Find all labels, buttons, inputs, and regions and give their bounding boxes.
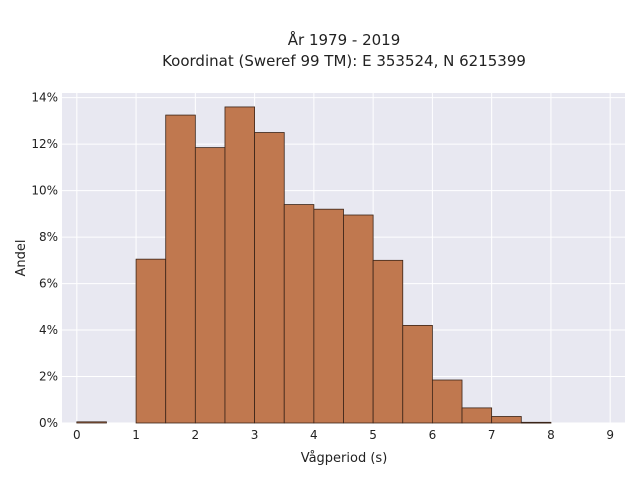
chart-title-line-2: Koordinat (Sweref 99 TM): E 353524, N 62… bbox=[162, 52, 526, 70]
histogram-bar bbox=[520, 421, 552, 424]
y-tick-label: 12% bbox=[31, 137, 58, 151]
x-tick-label: 6 bbox=[429, 428, 437, 442]
histogram-bar bbox=[343, 214, 374, 424]
y-axis-ticks: 0% 2% 4% 6% 8% 10% 12% 14% bbox=[31, 91, 58, 430]
x-tick-label: 9 bbox=[606, 428, 614, 442]
x-tick-label: 7 bbox=[488, 428, 496, 442]
x-tick-label: 2 bbox=[192, 428, 200, 442]
histogram-bar bbox=[165, 114, 196, 424]
chart-title-line-1: År 1979 - 2019 bbox=[288, 30, 401, 49]
y-tick-label: 2% bbox=[39, 370, 58, 384]
histogram-bar bbox=[283, 204, 315, 424]
x-tick-label: 0 bbox=[73, 428, 81, 442]
histogram-bar bbox=[313, 208, 344, 424]
y-tick-label: 10% bbox=[31, 184, 58, 198]
histogram-bar bbox=[254, 132, 285, 424]
x-tick-label: 1 bbox=[132, 428, 140, 442]
x-tick-label: 4 bbox=[310, 428, 318, 442]
y-tick-label: 8% bbox=[39, 230, 58, 244]
histogram-bar bbox=[431, 379, 463, 424]
y-tick-label: 4% bbox=[39, 323, 58, 337]
x-axis-label: Vågperiod (s) bbox=[301, 451, 388, 466]
histogram-bar bbox=[372, 259, 404, 424]
histogram-bar bbox=[194, 147, 226, 424]
histogram-bar bbox=[491, 416, 522, 424]
y-tick-label: 6% bbox=[39, 277, 58, 291]
histogram-bar bbox=[135, 258, 167, 424]
y-tick-label: 0% bbox=[39, 416, 58, 430]
histogram-bar bbox=[76, 421, 107, 424]
histogram-bar bbox=[224, 106, 256, 424]
x-tick-label: 5 bbox=[369, 428, 377, 442]
x-tick-label: 3 bbox=[251, 428, 259, 442]
histogram-bar bbox=[461, 407, 493, 424]
histogram-bars bbox=[76, 106, 552, 424]
x-tick-label: 8 bbox=[547, 428, 555, 442]
histogram-bar bbox=[402, 324, 433, 424]
y-tick-label: 14% bbox=[31, 91, 58, 105]
x-axis-ticks: 0 1 2 3 4 5 6 7 8 9 bbox=[73, 428, 614, 442]
y-axis-label: Andel bbox=[14, 240, 29, 277]
